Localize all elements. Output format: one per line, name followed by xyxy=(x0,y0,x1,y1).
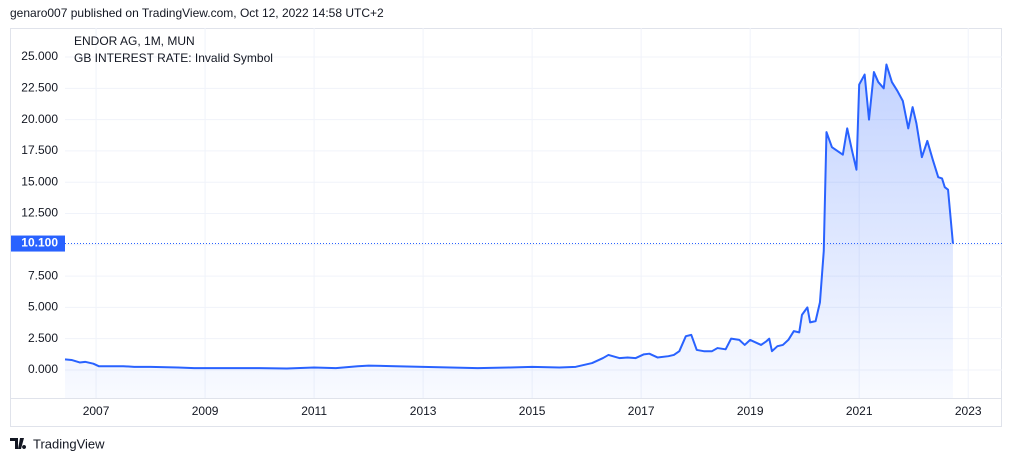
y-tick-label: 2.500 xyxy=(28,331,58,345)
y-tick-label: 12.500 xyxy=(21,206,58,220)
x-tick-label: 2017 xyxy=(628,404,655,418)
y-tick-label: 20.000 xyxy=(21,112,58,126)
x-tick-label: 2011 xyxy=(301,404,327,418)
logo xyxy=(10,438,27,449)
footer-brand: TradingView xyxy=(33,436,105,451)
frame xyxy=(10,28,1002,427)
y-tick-label: 5.000 xyxy=(28,300,58,314)
y-tick-label: 25.000 xyxy=(21,49,58,63)
price-line xyxy=(64,63,954,370)
header: genaro007 published on TradingView.com, … xyxy=(10,6,384,20)
y-tick-label: 7.500 xyxy=(28,268,58,282)
last-price-box xyxy=(11,235,65,252)
chart-subtitle: GB INTEREST RATE: Invalid Symbol xyxy=(74,51,273,65)
y-tick-label: 0.000 xyxy=(28,362,58,376)
y-tick-label: 22.500 xyxy=(21,81,58,95)
last-price-label: 10.100 xyxy=(21,236,58,250)
y-tick-label: 17.500 xyxy=(21,143,58,157)
x-tick-label: 2023 xyxy=(955,404,982,418)
x-tick-label: 2015 xyxy=(519,404,546,418)
chart-title: ENDOR AG, 1M, MUN xyxy=(74,34,195,48)
x-tick-label: 2009 xyxy=(192,404,219,418)
x-tick-label: 2021 xyxy=(846,404,873,418)
area-fill xyxy=(65,64,953,399)
y-tick-label: 15.000 xyxy=(21,174,58,188)
x-tick-label: 2007 xyxy=(83,404,110,418)
x-tick-label: 2013 xyxy=(410,404,437,418)
x-tick-label: 2019 xyxy=(737,404,764,418)
